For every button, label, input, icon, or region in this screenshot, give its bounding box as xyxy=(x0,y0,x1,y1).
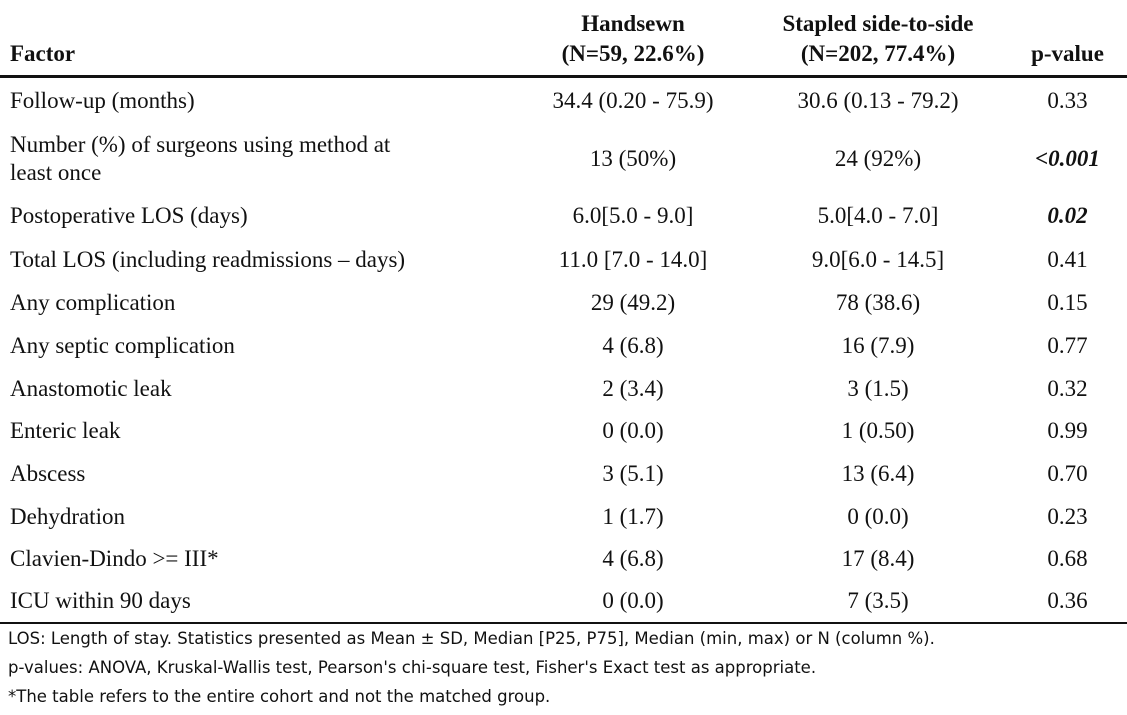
results-table-container: Factor Handsewn (N=59, 22.6%) Stapled si… xyxy=(0,0,1127,624)
cell-stapled: 78 (38.6) xyxy=(835,290,921,315)
cell-pvalue: 0.32 xyxy=(1047,375,1088,401)
cell-pvalue: 0.70 xyxy=(1047,461,1088,486)
table-row: Total LOS (including readmissions – days… xyxy=(0,238,1127,282)
cell-handsewn: 34.4 (0.20 - 75.9) xyxy=(552,87,714,113)
cell-pvalue: 0.36 xyxy=(1008,580,1127,624)
results-table: Factor Handsewn (N=59, 22.6%) Stapled si… xyxy=(0,0,1127,624)
cell-pvalue: 0.99 xyxy=(1047,418,1088,443)
cell-factor: Any septic complication xyxy=(10,333,235,358)
table-row: Abscess 3 (5.1) 13 (6.4) 0.70 xyxy=(0,453,1127,496)
cell-handsewn: 0 (0.0) xyxy=(518,580,748,624)
footnote-pvalues: p-values: ANOVA, Kruskal-Wallis test, Pe… xyxy=(8,658,817,677)
cell-factor-line1: Number (%) of surgeons using method at xyxy=(10,131,391,157)
cell-factor: ICU within 90 days xyxy=(0,580,518,624)
header-handsewn: Handsewn (N=59, 22.6%) xyxy=(518,0,748,78)
cell-pvalue: 0.23 xyxy=(1047,503,1088,529)
cell-factor: Clavien-Dindo >= III* xyxy=(10,546,219,571)
cell-factor: Postoperative LOS (days) xyxy=(10,202,248,228)
cell-stapled: 24 (92%) xyxy=(834,145,922,171)
cell-handsewn: 29 (49.2) xyxy=(590,290,676,315)
table-row: Clavien-Dindo >= III* 4 (6.8) 17 (8.4) 0… xyxy=(0,538,1127,581)
cell-handsewn: 13 (50%) xyxy=(589,145,677,171)
header-factor-label: Factor xyxy=(10,41,76,66)
cell-handsewn: 0 (0.0) xyxy=(602,418,664,443)
cell-stapled: 1 (0.50) xyxy=(841,418,915,443)
table-row: Number (%) of surgeons using method at l… xyxy=(0,124,1127,194)
cell-handsewn: 1 (1.7) xyxy=(602,503,664,529)
cell-handsewn: 3 (5.1) xyxy=(602,461,664,486)
cell-pvalue: 0.68 xyxy=(1047,546,1088,571)
cell-stapled: 30.6 (0.13 - 79.2) xyxy=(797,87,959,113)
header-pvalue: p-value xyxy=(1008,0,1127,78)
table-footnotes: LOS: Length of stay. Statistics presente… xyxy=(8,624,935,711)
cell-pvalue: 0.41 xyxy=(1047,246,1088,272)
table-row: Any septic complication 4 (6.8) 16 (7.9)… xyxy=(0,325,1127,368)
table-row: Anastomotic leak 2 (3.4) 3 (1.5) 0.32 xyxy=(0,368,1127,410)
header-stapled: Stapled side-to-side (N=202, 77.4%) xyxy=(748,0,1008,78)
header-handsewn-title: Handsewn xyxy=(581,11,685,36)
cell-factor: Abscess xyxy=(10,461,86,486)
table-row: Any complication 29 (49.2) 78 (38.6) 0.1… xyxy=(0,282,1127,325)
table-header: Factor Handsewn (N=59, 22.6%) Stapled si… xyxy=(0,0,1127,78)
table-body: Follow-up (months) 34.4 (0.20 - 75.9) 30… xyxy=(0,77,1127,624)
cell-factor: Number (%) of surgeons using method at l… xyxy=(0,124,518,194)
cell-handsewn: 2 (3.4) xyxy=(602,375,664,401)
cell-pvalue: 0.77 xyxy=(1047,333,1088,358)
cell-pvalue: 0.15 xyxy=(1047,290,1088,315)
cell-pvalue: 0.33 xyxy=(1047,87,1088,113)
cell-pvalue-significant: 0.02 xyxy=(1047,202,1088,228)
cell-stapled: 0 (0.0) xyxy=(847,503,909,529)
cell-handsewn: 11.0 [7.0 - 14.0] xyxy=(558,246,708,272)
header-row: Factor Handsewn (N=59, 22.6%) Stapled si… xyxy=(0,0,1127,78)
footnote-cohort: *The table refers to the entire cohort a… xyxy=(8,687,551,706)
cell-handsewn: 4 (6.8) xyxy=(602,333,664,358)
footnote-los: LOS: Length of stay. Statistics presente… xyxy=(8,629,935,648)
table-row: Follow-up (months) 34.4 (0.20 - 75.9) 30… xyxy=(0,77,1127,124)
header-stapled-count: (N=202, 77.4%) xyxy=(800,41,956,66)
cell-factor: Total LOS (including readmissions – days… xyxy=(10,246,406,272)
cell-factor: Enteric leak xyxy=(10,418,121,443)
cell-factor: Dehydration xyxy=(10,503,125,529)
cell-factor: Anastomotic leak xyxy=(10,375,172,401)
cell-stapled: 13 (6.4) xyxy=(841,461,915,486)
cell-handsewn: 6.0[5.0 - 9.0] xyxy=(572,202,694,228)
cell-stapled: 16 (7.9) xyxy=(841,333,915,358)
table-row: ICU within 90 days 0 (0.0) 7 (3.5) 0.36 xyxy=(0,580,1127,624)
header-stapled-title: Stapled side-to-side xyxy=(782,11,974,36)
cell-stapled: 5.0[4.0 - 7.0] xyxy=(817,202,939,228)
header-factor: Factor xyxy=(0,0,518,78)
table-row: Enteric leak 0 (0.0) 1 (0.50) 0.99 xyxy=(0,410,1127,453)
table-row: Postoperative LOS (days) 6.0[5.0 - 9.0] … xyxy=(0,194,1127,238)
cell-factor: Any complication xyxy=(10,290,176,315)
header-handsewn-count: (N=59, 22.6%) xyxy=(561,41,705,66)
cell-stapled: 9.0[6.0 - 14.5] xyxy=(811,246,945,272)
cell-stapled: 17 (8.4) xyxy=(841,546,915,571)
cell-factor: Follow-up (months) xyxy=(10,87,195,113)
cell-stapled: 3 (1.5) xyxy=(847,375,909,401)
table-row: Dehydration 1 (1.7) 0 (0.0) 0.23 xyxy=(0,496,1127,538)
header-pvalue-label: p-value xyxy=(1031,41,1104,66)
cell-factor-line2: least once xyxy=(10,159,102,185)
cell-stapled: 7 (3.5) xyxy=(748,580,1008,624)
cell-pvalue-significant: <0.001 xyxy=(1035,145,1100,171)
cell-handsewn: 4 (6.8) xyxy=(602,546,664,571)
